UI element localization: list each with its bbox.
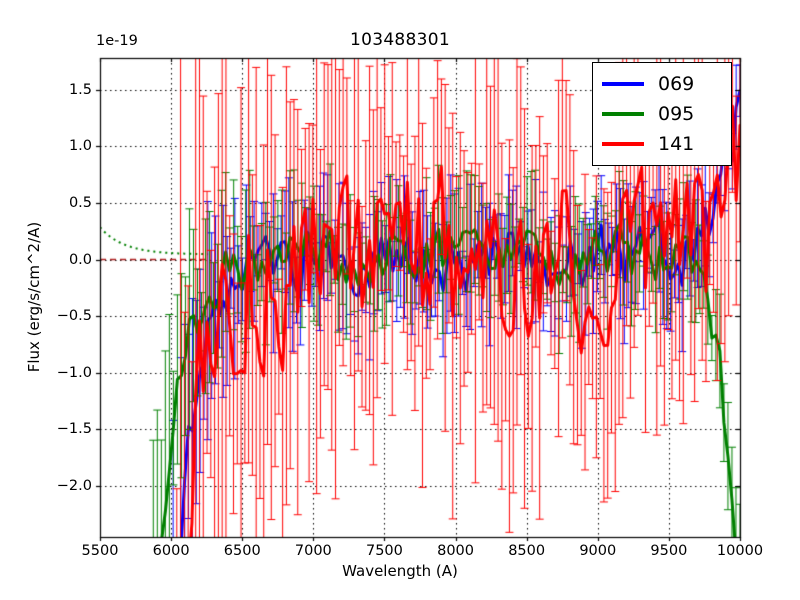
legend-entry-141[interactable]: 141 <box>593 129 731 159</box>
x-tick-label-9000: 9000 <box>579 543 617 559</box>
legend-label-095: 095 <box>658 102 695 125</box>
y-axis-offset-exponent: 1e-19 <box>96 33 138 49</box>
y-tick-label-7: 1.5 <box>68 81 92 98</box>
legend-label-069: 069 <box>658 72 695 95</box>
y-tick-label-3: −0.5 <box>56 308 92 325</box>
y-tick-label-0: −2.0 <box>56 478 92 495</box>
x-tick-label-8000: 8000 <box>437 543 474 559</box>
x-tick-label-10000: 10000 <box>716 543 764 559</box>
x-tick-label-6000: 6000 <box>152 543 190 559</box>
plot-legend[interactable]: 069 095 141 <box>592 62 732 166</box>
y-tick-label-5: 0.5 <box>68 194 92 211</box>
legend-label-141: 141 <box>658 132 695 155</box>
x-tick-label-7000: 7000 <box>294 543 332 559</box>
y-tick-label-1: −1.5 <box>56 421 92 438</box>
legend-swatch-069 <box>602 82 644 86</box>
legend-swatch-141 <box>602 142 644 146</box>
y-tick-label-4: 0.0 <box>68 251 92 268</box>
x-tick-label-6500: 6500 <box>223 543 261 559</box>
y-axis-label: Flux (erg/s/cm^2/A) <box>25 221 43 373</box>
x-tick-label-8500: 8500 <box>508 543 546 559</box>
x-tick-label-7500: 7500 <box>365 543 403 559</box>
legend-entry-095[interactable]: 095 <box>593 99 731 129</box>
legend-entry-069[interactable]: 069 <box>593 69 731 99</box>
legend-swatch-095 <box>602 112 644 116</box>
x-axis-label: Wavelength (A) <box>342 562 458 580</box>
x-tick-label-5500: 5500 <box>81 543 119 559</box>
plot-title: 103488301 <box>349 30 451 50</box>
y-tick-label-6: 1.0 <box>68 138 92 155</box>
x-tick-label-9500: 9500 <box>650 543 688 559</box>
y-tick-label-2: −1.0 <box>56 364 92 381</box>
